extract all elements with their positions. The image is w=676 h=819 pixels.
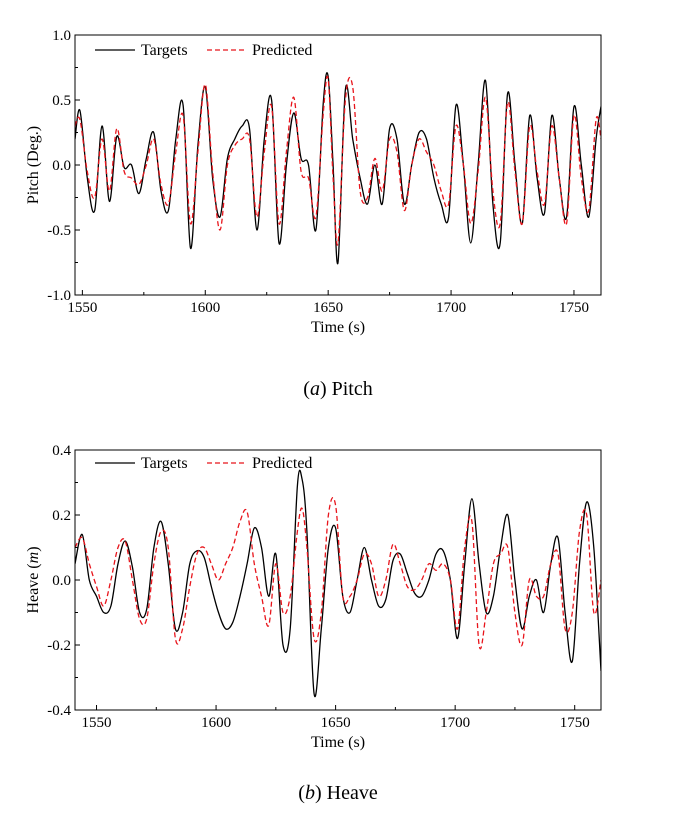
heave-x-tick-label: 1750 — [560, 715, 590, 731]
pitch-series-targets — [75, 72, 601, 265]
pitch-x-tick-label: 1600 — [190, 300, 220, 316]
heave-legend: Targets Predicted — [95, 455, 312, 472]
caption-b: (b) Heave — [298, 782, 378, 804]
heave-x-tick-label: 1650 — [321, 715, 351, 731]
pitch-chart: 1550 1600 1650 1700 1750 -1.0 -0.5 0.0 0.5 1.0 Ta… — [25, 28, 602, 336]
heave-y-tick-label: -0.2 — [47, 638, 71, 654]
pitch-y-tick-label: -0.5 — [47, 223, 71, 239]
pitch-legend: Targets Predicted — [95, 42, 312, 59]
heave-legend-targets-label: Targets — [141, 455, 188, 472]
caption-a: (a) Pitch — [303, 378, 373, 400]
caption-a-label: a — [309, 378, 320, 400]
heave-legend-predicted-label: Predicted — [252, 455, 312, 472]
pitch-y-axis-label: Pitch (Deg.) — [25, 126, 42, 204]
pitch-x-tick-label: 1650 — [313, 300, 343, 316]
caption-a-text: Pitch — [331, 378, 373, 400]
heave-x-tick-label: 1600 — [201, 715, 231, 731]
pitch-x-tick-label: 1750 — [559, 300, 589, 316]
pitch-series-lines — [75, 72, 601, 265]
heave-y-tick-label: 0.0 — [52, 573, 71, 589]
heave-series-predicted — [75, 497, 601, 650]
heave-y-axis-label: Heave (m) — [25, 546, 42, 613]
pitch-x-tick-label: 1550 — [67, 300, 97, 316]
pitch-series-predicted — [75, 75, 601, 246]
pitch-x-tick-label: 1700 — [436, 300, 466, 316]
heave-plot-frame — [74, 449, 602, 711]
heave-x-tick-label: 1700 — [440, 715, 470, 731]
heave-y-tick-label: 0.2 — [52, 508, 71, 524]
pitch-y-tick-label: 1.0 — [52, 28, 71, 44]
pitch-legend-predicted-label: Predicted — [252, 42, 312, 59]
pitch-y-tick-label: -1.0 — [47, 288, 71, 304]
heave-y-tick-label: 0.4 — [52, 443, 71, 459]
heave-chart: 1550 1600 1650 1700 1750 -0.4 -0.2 0.0 0.2 0.4 Ta… — [25, 443, 602, 751]
pitch-y-tick-label: 0.0 — [52, 158, 71, 174]
heave-series-lines — [75, 469, 601, 698]
heave-y-axis-label-unit: m — [25, 552, 42, 564]
pitch-axis-ticks: 1550 1600 1650 1700 1750 -1.0 -0.5 0.0 0.5 1.0 — [47, 28, 589, 316]
heave-axis-ticks: 1550 1600 1650 1700 1750 -0.4 -0.2 0.0 0.2 0.4 — [47, 443, 589, 731]
heave-x-axis-label: Time (s) — [311, 734, 365, 751]
heave-x-tick-label: 1550 — [82, 715, 112, 731]
heave-y-tick-label: -0.4 — [47, 703, 71, 719]
pitch-y-tick-label: 0.5 — [52, 93, 71, 109]
caption-b-text: Heave — [326, 782, 378, 804]
pitch-legend-targets-label: Targets — [141, 42, 188, 59]
heave-series-targets — [75, 469, 601, 698]
pitch-x-axis-label: Time (s) — [311, 319, 365, 336]
heave-y-axis-label-text: Heave ( — [25, 563, 42, 613]
caption-b-label: b — [304, 782, 315, 804]
heave-y-axis-label-close: ) — [25, 546, 42, 551]
